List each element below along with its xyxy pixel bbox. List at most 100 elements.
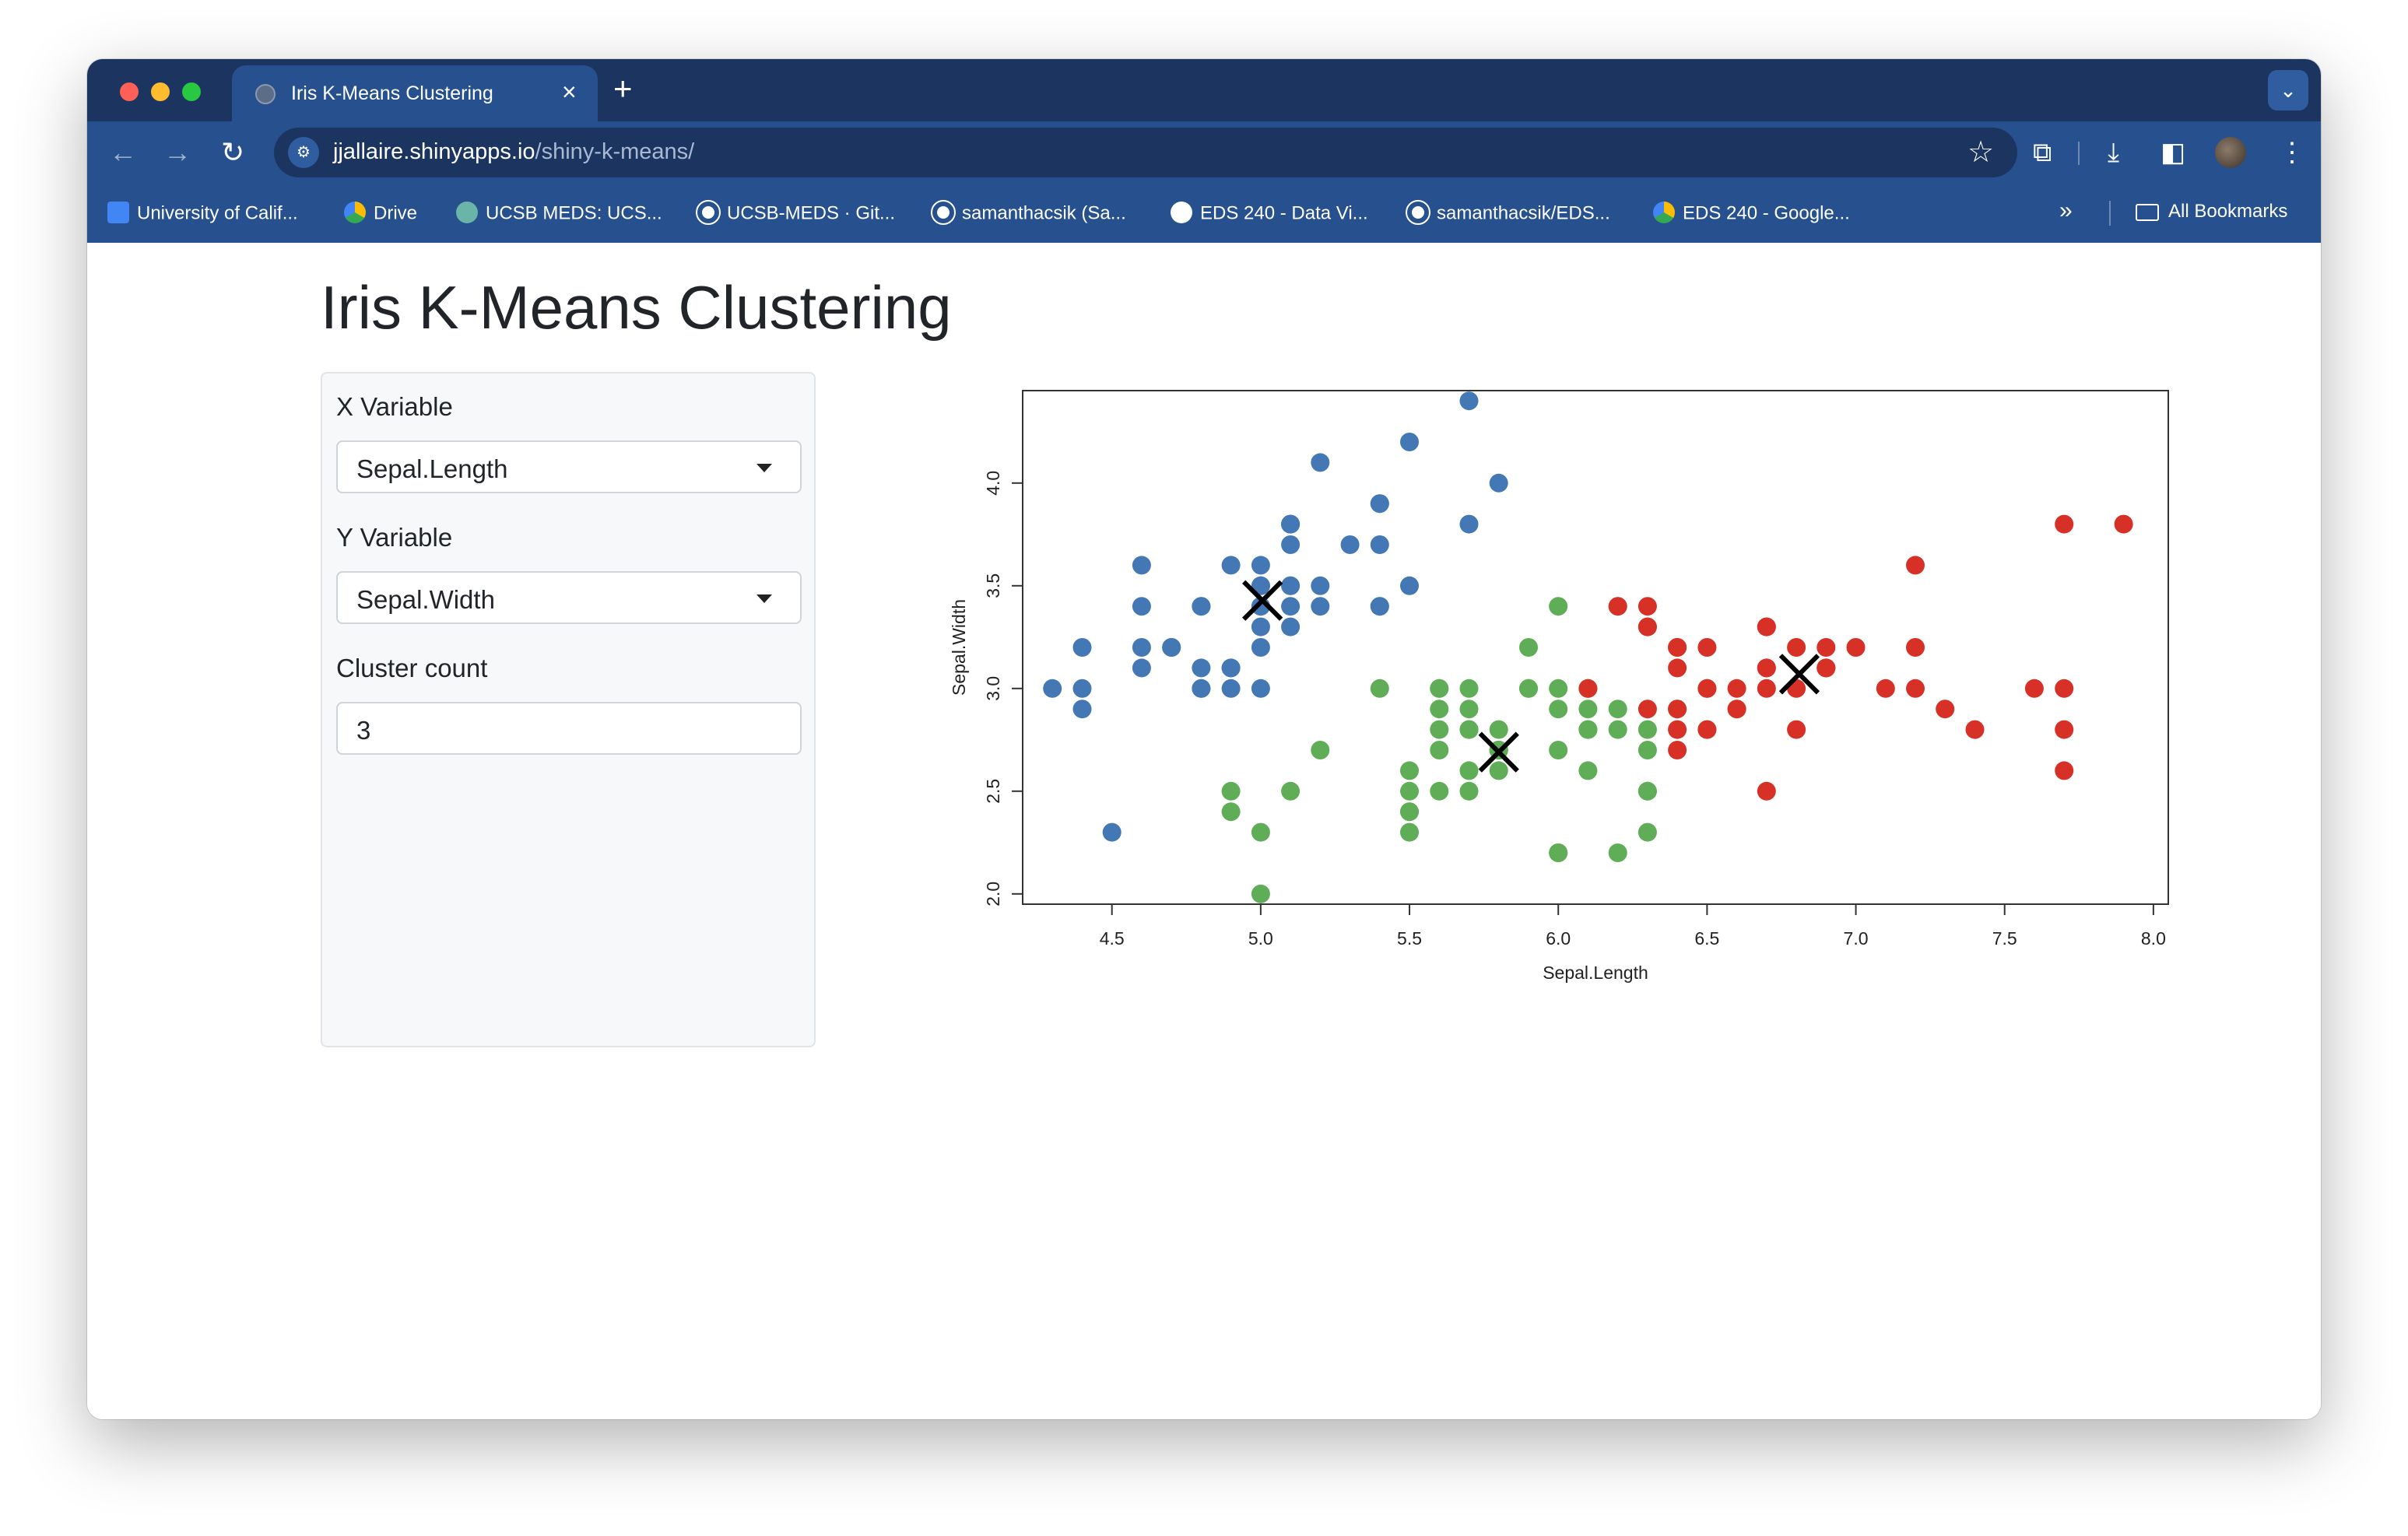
cluster-3-point <box>1578 679 1598 698</box>
cluster-3-point <box>1697 720 1717 739</box>
github-icon <box>696 199 721 225</box>
google-drive-icon <box>1653 201 1675 223</box>
cluster-1-point <box>1489 473 1508 493</box>
tab-title: Iris K-Means Clustering <box>291 82 493 104</box>
reload-icon[interactable]: ↻ <box>221 136 245 168</box>
forward-arrow-icon[interactable]: → <box>163 136 191 168</box>
cluster-1-point <box>1132 597 1151 616</box>
cluster-count-value: 3 <box>356 716 371 745</box>
y-variable-select[interactable]: Sepal.Width <box>336 571 802 624</box>
toolbar-divider <box>2078 142 2080 165</box>
cluster-3-point <box>1668 720 1687 739</box>
page-content: Iris K-Means Clustering X Variable Sepal… <box>87 243 2321 1419</box>
cluster-3-point <box>1965 720 1985 739</box>
cluster-count-label: Cluster count <box>336 654 488 682</box>
more-bookmarks-chevron-icon[interactable]: » <box>2059 198 2073 223</box>
globe-icon <box>255 84 276 104</box>
cluster-2-point <box>1638 822 1657 842</box>
cluster-1-point <box>1132 658 1151 678</box>
cluster-2-point <box>1221 802 1241 822</box>
cluster-2-point <box>1459 781 1479 801</box>
side-panel-icon[interactable]: ◧ <box>2161 138 2186 167</box>
cluster-3-point <box>1697 638 1717 657</box>
tab-iris-kmeans[interactable]: Iris K-Means Clustering × <box>232 65 598 121</box>
close-window-button[interactable] <box>120 82 139 101</box>
cluster-1-point <box>1370 597 1389 616</box>
cluster-2-point <box>1638 720 1657 739</box>
cluster-2-point <box>1578 700 1598 719</box>
bookmark-ucsb-calendar[interactable]: University of Calif... <box>107 201 298 226</box>
bookmarks-bar: University of Calif... Drive UCSB MEDS: … <box>87 184 2321 243</box>
x-variable-select[interactable]: Sepal.Length <box>336 440 802 493</box>
bookmark-star-icon[interactable]: ☆ <box>1967 136 1995 169</box>
cluster-2-point <box>1459 700 1479 719</box>
x-tick-label: 6.5 <box>1694 928 1719 949</box>
cluster-3-point <box>1608 597 1627 616</box>
cluster-2-point <box>1489 761 1508 780</box>
cluster-1-point <box>1221 658 1241 678</box>
cluster-3-point <box>1846 638 1866 657</box>
cluster-count-input[interactable]: 3 <box>336 702 802 755</box>
cluster-2-point <box>1549 741 1568 759</box>
zoom-window-button[interactable] <box>182 82 201 101</box>
tab-strip: Iris K-Means Clustering × + ⌄ <box>87 59 2321 121</box>
cluster-1-point <box>1281 535 1301 554</box>
cluster-2-point <box>1251 884 1270 903</box>
back-arrow-icon[interactable]: ← <box>109 136 137 168</box>
cluster-2-point <box>1608 720 1627 739</box>
plot-frame <box>1022 390 2169 905</box>
cluster-2-point <box>1430 741 1449 759</box>
bookmark-ucsb-meds-github[interactable]: UCSB-MEDS · Git... <box>696 199 895 226</box>
more-menu-icon[interactable]: ⋮ <box>2279 138 2305 167</box>
cluster-3-point <box>1906 638 1925 657</box>
profile-avatar[interactable] <box>2215 137 2246 168</box>
all-bookmarks-button[interactable]: All Bookmarks <box>2136 201 2287 223</box>
tab-search-chevron-icon[interactable]: ⌄ <box>2268 70 2308 110</box>
cluster-2-point <box>1549 679 1568 698</box>
cluster-2-point <box>1578 761 1598 780</box>
cluster-1-point <box>1281 597 1301 616</box>
minimize-window-button[interactable] <box>151 82 170 101</box>
github-icon <box>1406 199 1430 225</box>
extensions-icon[interactable]: ⧉ <box>2033 138 2052 167</box>
y-tick-label: 2.0 <box>983 882 1003 907</box>
cluster-2-point <box>1519 679 1538 698</box>
bookmark-eds240-google[interactable]: EDS 240 - Google... <box>1653 201 1850 226</box>
bookmark-drive[interactable]: Drive <box>344 201 417 226</box>
cluster-2-point <box>1400 761 1419 780</box>
cluster-1-point <box>1192 658 1211 678</box>
x-axis: 4.5 5.0 5.5 6.0 6.5 7.0 7.5 8.0 <box>1100 903 2166 949</box>
url-text[interactable]: jjallaire.shinyapps.io/shiny-k-means/ <box>333 139 695 164</box>
address-bar[interactable]: ⚙ jjallaire.shinyapps.io/shiny-k-means/ … <box>274 128 2017 177</box>
cluster-2-point <box>1430 700 1449 719</box>
downloads-icon[interactable]: ⤓ <box>2108 138 2120 167</box>
new-tab-button[interactable]: + <box>613 70 633 107</box>
cluster-3-point <box>1906 679 1925 698</box>
x-tick-label: 8.0 <box>2141 928 2166 949</box>
cluster-3-point <box>2055 720 2074 739</box>
x-variable-value: Sepal.Length <box>356 454 508 483</box>
cluster-2-point <box>1608 843 1627 862</box>
site-settings-icon[interactable]: ⚙ <box>288 137 319 168</box>
bookmark-samanthacsik-github[interactable]: samanthacsik (Sa... <box>931 199 1126 226</box>
cluster-2-point <box>1638 781 1657 801</box>
close-tab-icon[interactable]: × <box>562 78 577 106</box>
cluster-3-point <box>1638 617 1657 636</box>
bookmark-eds240-data-viz[interactable]: EDS 240 - Data Vi... <box>1171 201 1368 226</box>
cluster-1-point <box>1072 638 1092 657</box>
bookmark-samanthacsik-eds[interactable]: samanthacsik/EDS... <box>1406 199 1610 226</box>
y-tick-label: 3.5 <box>983 573 1003 598</box>
cluster-2-point <box>1459 720 1479 739</box>
cluster-center-marker <box>1778 654 1820 695</box>
browser-toolbar: ← → ↻ ⚙ jjallaire.shinyapps.io/shiny-k-m… <box>87 121 2321 184</box>
cluster-3-point <box>1757 781 1776 801</box>
bookmark-ucsb-meds[interactable]: UCSB MEDS: UCS... <box>456 201 662 226</box>
cluster-2-point <box>1549 843 1568 862</box>
bookmarks-divider <box>2109 201 2111 226</box>
cluster-2-point <box>1638 741 1657 759</box>
cluster-3-point <box>1936 700 1955 719</box>
cluster-2-point <box>1608 700 1627 719</box>
cluster-3-point <box>1638 700 1657 719</box>
cluster-3-point <box>1668 700 1687 719</box>
caret-down-icon <box>756 594 772 603</box>
